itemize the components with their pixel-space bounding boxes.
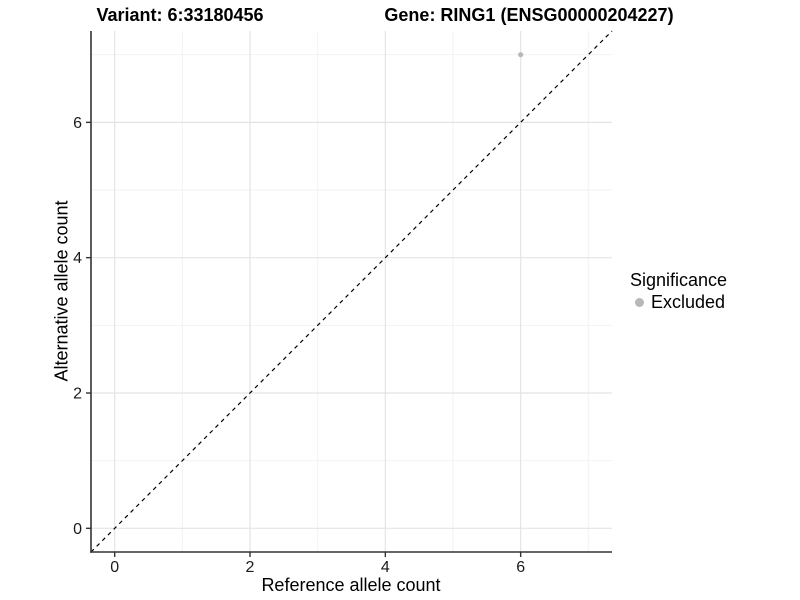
gene-title: Gene: RING1 (ENSG00000204227) xyxy=(384,5,674,25)
x-tick-label: 6 xyxy=(516,559,525,576)
y-tick-label: 6 xyxy=(73,115,82,132)
legend-entry-label: Excluded xyxy=(651,292,726,312)
data-point-excluded xyxy=(518,52,524,58)
identity-dashed-line xyxy=(90,30,613,553)
y-tick-label: 2 xyxy=(73,385,82,402)
excluded-point-icon xyxy=(635,297,644,307)
legend-entry-excluded: Excluded xyxy=(630,293,727,311)
x-tick-label: 0 xyxy=(110,559,119,576)
y-tick-label: 4 xyxy=(73,250,82,267)
legend-title: Significance xyxy=(630,270,728,290)
y-tick-label: 0 xyxy=(73,521,82,538)
x-tick-label: 4 xyxy=(381,559,390,576)
x-tick-label: 2 xyxy=(246,559,255,576)
y-axis-title: Alternative allele count xyxy=(51,200,72,382)
x-axis-title: Reference allele count xyxy=(261,575,441,595)
variant-title: Variant: 6:33180456 xyxy=(96,5,264,25)
legend: Significance Excluded xyxy=(630,270,728,312)
